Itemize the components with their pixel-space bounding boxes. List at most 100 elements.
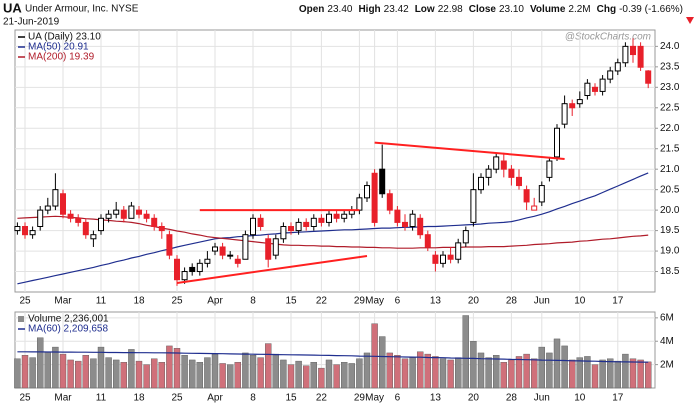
candle-body: [493, 156, 500, 170]
volume-bar: [576, 357, 583, 389]
volume-bar: [181, 355, 188, 389]
volume-bar: [37, 337, 44, 389]
symbol: UA: [3, 0, 22, 15]
candle-body: [189, 266, 196, 273]
volume-bar: [447, 359, 454, 389]
moving-average: [17, 215, 649, 249]
watermark: @StockCharts.com: [565, 32, 651, 43]
candle-body: [538, 185, 545, 203]
x-tick-label: 10: [574, 296, 586, 307]
candle-body: [22, 226, 28, 236]
x-tick-label: 28: [506, 393, 518, 404]
candle-body: [310, 217, 317, 227]
x-tick-label: 8: [250, 393, 256, 404]
x-tick-label: Jun: [534, 393, 550, 404]
volume-bar: [508, 359, 515, 389]
volume-bar: [607, 358, 614, 389]
volume-bar: [44, 351, 51, 389]
y-tick-label: 22.0: [660, 123, 680, 134]
candle-body: [250, 217, 256, 236]
volume-bar: [249, 355, 257, 389]
volume-bar: [143, 364, 150, 389]
candle-body: [44, 205, 51, 211]
x-tick-label: 25: [171, 296, 183, 307]
candle-body: [75, 217, 82, 223]
x-tick-label: 6: [395, 393, 401, 404]
candle-body: [181, 271, 188, 281]
volume-bar: [280, 359, 287, 389]
x-tick-label: 28: [506, 296, 518, 307]
candle-body: [424, 234, 431, 248]
quote-label: High: [358, 4, 380, 15]
x-tick-label: 25: [171, 393, 183, 404]
volume-bar: [356, 358, 363, 389]
candle-body: [166, 234, 173, 256]
volume-bar: [333, 364, 340, 389]
volume-bar: [257, 357, 264, 389]
candle-body: [303, 221, 310, 227]
y-tick-label: 22.5: [660, 102, 680, 113]
candle-body: [576, 99, 583, 105]
volume-bar: [424, 353, 431, 389]
volume-bar: [409, 357, 416, 389]
volume-bar: [74, 360, 82, 389]
volume-bar: [303, 365, 310, 389]
volume-bar: [14, 358, 21, 389]
volume-bar: [173, 348, 181, 389]
y-tick-label: 21.5: [660, 143, 680, 154]
x-tick-label: May: [365, 393, 384, 404]
moving-average: [17, 351, 649, 363]
volume-bar: [211, 353, 219, 389]
x-tick-label: 13: [430, 296, 442, 307]
candle-body: [516, 176, 522, 187]
x-tick-label: 22: [316, 296, 328, 307]
candle-body: [478, 176, 484, 191]
volume-bar: [295, 360, 302, 389]
candle-body: [196, 262, 203, 273]
volume-bar: [477, 352, 485, 389]
volume-bar: [135, 360, 143, 389]
candle-body: [227, 254, 234, 257]
volume-bar: [500, 362, 507, 389]
y-tick-label: 2M: [660, 359, 674, 370]
volume-bar: [614, 360, 621, 389]
candle-body: [326, 213, 332, 223]
volume-bar: [128, 349, 135, 389]
volume-bar: [226, 364, 234, 389]
candle-body: [212, 246, 218, 252]
candle-body: [90, 234, 97, 240]
y-tick-label: 23.5: [660, 61, 680, 72]
volume-bar: [432, 356, 439, 389]
candle-body: [356, 197, 363, 211]
x-tick-label: 17: [612, 393, 624, 404]
legend-label: MA(200) 19.39: [28, 52, 95, 63]
candle-body: [52, 189, 59, 207]
candle-body: [432, 254, 439, 264]
y-tick-label: 21.0: [660, 164, 680, 175]
volume-bar: [287, 364, 295, 389]
legend-label: MA(60) 2,209,658: [28, 324, 108, 335]
candle-body: [242, 234, 249, 260]
candle-body: [257, 217, 264, 227]
volume-bar: [417, 351, 424, 389]
candle-body: [531, 205, 538, 211]
candle-body: [599, 78, 606, 92]
candle-body: [128, 205, 135, 219]
volume-bar: [348, 363, 355, 389]
candle-body: [14, 226, 21, 232]
volume-bar: [272, 353, 279, 389]
candle-body: [462, 230, 469, 244]
volume-bar: [204, 357, 211, 389]
x-tick-label: 17: [612, 296, 624, 307]
candle-body: [204, 258, 211, 264]
volume-bar: [379, 336, 386, 389]
x-tick-label: 25: [19, 296, 31, 307]
candle-body: [440, 254, 446, 264]
quote-value: -0.39 (-1.66%): [619, 4, 683, 15]
volume-bar: [265, 343, 272, 389]
candle-body: [569, 103, 576, 109]
y-tick-label: 20.5: [660, 184, 680, 195]
quote-label: Volume: [530, 4, 566, 15]
x-tick-label: 20: [468, 296, 480, 307]
y-tick-label: 6M: [660, 312, 674, 323]
